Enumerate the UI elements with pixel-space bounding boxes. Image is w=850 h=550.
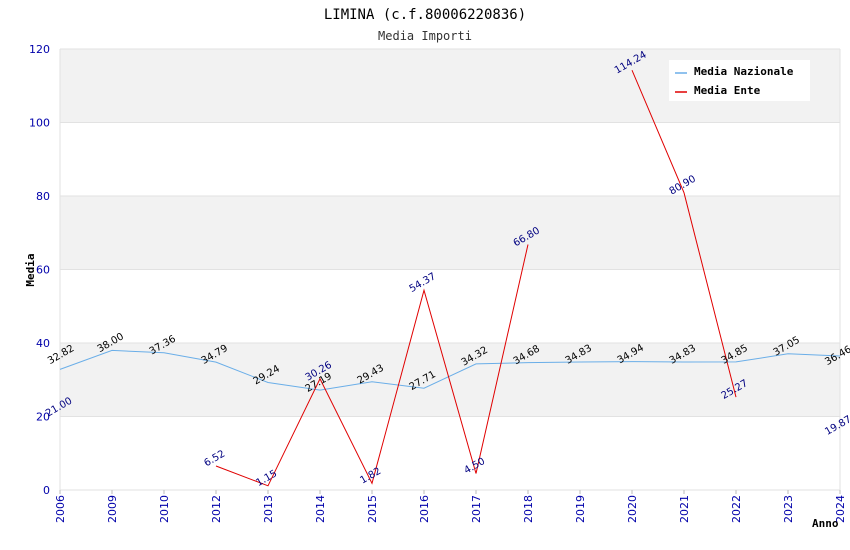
legend: Media Nazionale Media Ente bbox=[669, 60, 810, 101]
y-tick-label: 40 bbox=[36, 337, 50, 350]
data-label-ente: 54.37 bbox=[408, 271, 438, 295]
series-line-nazionale bbox=[59, 349, 841, 391]
y-tick-label: 20 bbox=[36, 411, 50, 424]
x-tick-label: 2024 bbox=[834, 495, 847, 523]
grid-band bbox=[60, 343, 840, 417]
x-tick-label: 2023 bbox=[782, 495, 795, 523]
x-tick-label: 2016 bbox=[418, 495, 431, 523]
grid-band bbox=[60, 196, 840, 270]
x-tick-label: 2010 bbox=[158, 495, 171, 523]
series-lines bbox=[59, 70, 841, 487]
data-label-ente: 6.52 bbox=[202, 449, 227, 470]
x-tick-label: 2015 bbox=[366, 495, 379, 523]
x-tick-label: 2012 bbox=[210, 495, 223, 523]
x-tick-label: 2018 bbox=[522, 495, 535, 523]
chart-subtitle: Media Importi bbox=[378, 29, 472, 43]
y-tick-label: 80 bbox=[36, 190, 50, 203]
x-tick-label: 2017 bbox=[470, 495, 483, 523]
x-axis-label: Anno bbox=[812, 517, 839, 530]
y-tick-label: 120 bbox=[29, 43, 50, 56]
x-tick-label: 2014 bbox=[314, 495, 327, 523]
x-tick-label: 2013 bbox=[262, 495, 275, 523]
chart-title: LIMINA (c.f.80006220836) bbox=[324, 7, 526, 23]
legend-label-ente: Media Ente bbox=[694, 84, 761, 97]
data-label-ente: 1.82 bbox=[358, 466, 383, 487]
y-tick-label: 100 bbox=[29, 117, 50, 130]
y-tick-label: 60 bbox=[36, 264, 50, 277]
series-line-ente bbox=[215, 244, 529, 487]
y-tick-label: 0 bbox=[43, 484, 50, 497]
x-axis: 2006 2009 2010 2012 2013 2014 2015 2016 2017 2018… bbox=[54, 490, 847, 523]
x-tick-label: 2021 bbox=[678, 495, 691, 523]
x-tick-label: 2006 bbox=[54, 495, 67, 523]
x-tick-label: 2009 bbox=[106, 495, 119, 523]
series-line-ente bbox=[631, 70, 737, 398]
data-label-ente: 4.50 bbox=[462, 456, 487, 477]
x-tick-label: 2019 bbox=[574, 495, 587, 523]
plot-background bbox=[59, 48, 841, 491]
data-label-extra: 19.87 bbox=[823, 414, 850, 438]
legend-label-nazionale: Media Nazionale bbox=[694, 65, 794, 78]
y-axis-label: Media bbox=[24, 253, 37, 286]
legend-box bbox=[669, 60, 810, 101]
y-axis: 0 20 40 60 80 100 120 bbox=[29, 43, 50, 497]
x-tick-label: 2022 bbox=[730, 495, 743, 523]
data-label-ente: 80.90 bbox=[668, 174, 698, 198]
x-tick-label: 2020 bbox=[626, 495, 639, 523]
